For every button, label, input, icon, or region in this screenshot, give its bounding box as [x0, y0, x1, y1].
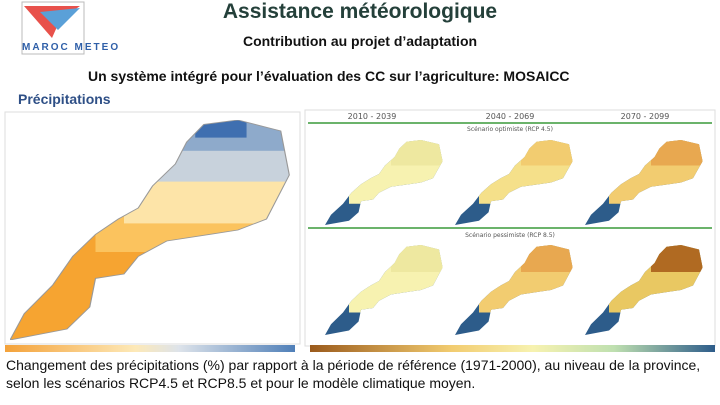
colorbar	[310, 345, 715, 352]
period-label: 2070 - 2099	[621, 112, 670, 121]
logo-text: MAROC METEO	[22, 42, 121, 53]
period-label: 2010 - 2039	[348, 112, 397, 121]
heading: Un système intégré pour l’évaluation des…	[88, 68, 570, 84]
title: Assistance météorologique	[222, 0, 498, 23]
subtitle: Contribution au projet d’adaptation	[242, 33, 478, 49]
colorbar	[5, 345, 295, 352]
scenario-label: Scénario optimiste (RCP 4.5)	[467, 126, 553, 133]
caption: Changement des précipitations (%) par ra…	[6, 356, 714, 392]
scenario-label: Scénario pessimiste (RCP 8.5)	[465, 232, 555, 239]
period-label: 2040 - 2069	[486, 112, 535, 121]
logo	[21, 1, 85, 55]
section-title: Précipitations	[18, 91, 111, 107]
